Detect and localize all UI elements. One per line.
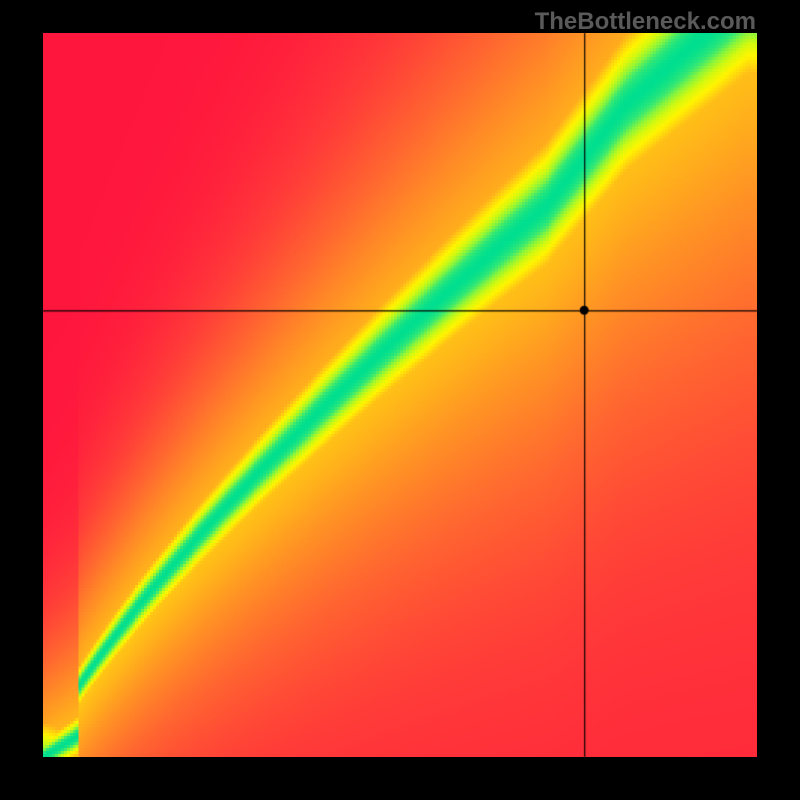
watermark-text: TheBottleneck.com: [535, 8, 756, 36]
chart-root: TheBottleneck.com: [0, 0, 800, 800]
bottleneck-heatmap: [43, 33, 757, 757]
